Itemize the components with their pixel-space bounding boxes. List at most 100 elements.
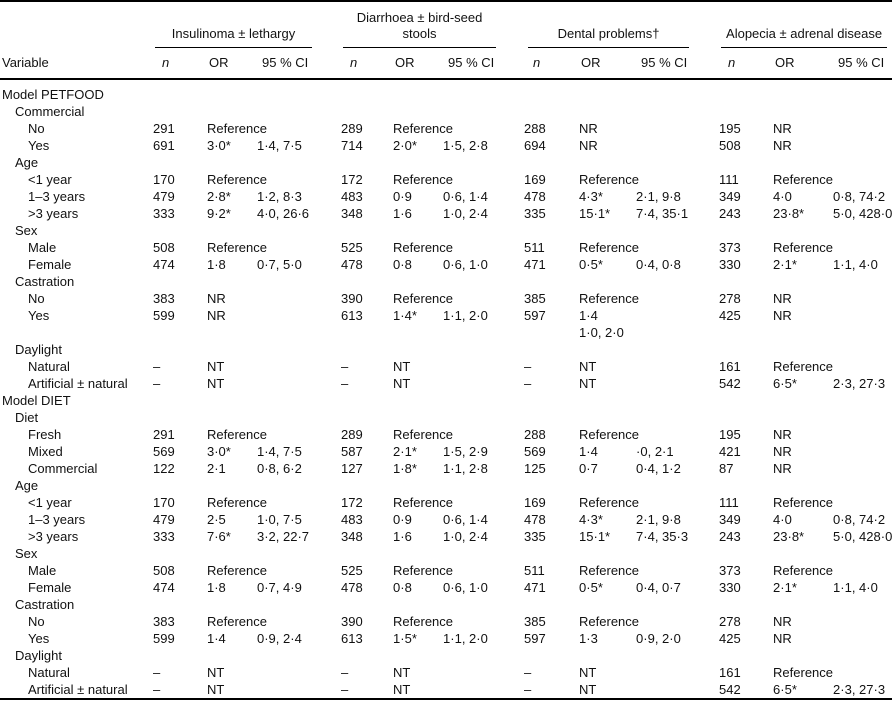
- cell-ci: [830, 103, 892, 120]
- cell-n: 195: [719, 121, 741, 136]
- cell-or: Reference: [393, 614, 454, 629]
- cell-n: 243: [719, 529, 741, 544]
- cell-ci: [830, 154, 892, 171]
- cell-or: Reference: [393, 563, 454, 578]
- cell-ci: [254, 375, 338, 392]
- cell-n: 330: [719, 580, 741, 595]
- cell-or: 0·8: [393, 257, 412, 272]
- cell-ci: [633, 613, 716, 630]
- cell-n: 421: [719, 444, 741, 459]
- cell-n: [150, 647, 204, 664]
- table-row: No 383 Reference 390 Reference 385 Reference 27…: [0, 613, 892, 630]
- cell-ci: 0·6, 1·4: [443, 189, 488, 204]
- cell-ci: [440, 375, 521, 392]
- cell-ci: [440, 154, 521, 171]
- cell-or: 4·0: [773, 189, 792, 204]
- cell-or: [770, 79, 830, 103]
- cell-n: [338, 222, 390, 239]
- row-label: Female: [28, 257, 72, 272]
- section-row: Castration: [0, 273, 892, 290]
- cell-n: 525: [341, 563, 363, 578]
- subheader-ci: 95 % CI: [254, 48, 339, 80]
- cell-ci: 1·4, 7·5: [257, 138, 302, 153]
- cell-or: 3·0*: [207, 138, 231, 153]
- cell-or: Reference: [579, 427, 640, 442]
- row-label: Sex: [15, 546, 38, 561]
- cell-n: –: [341, 359, 349, 374]
- cell-n: [716, 103, 770, 120]
- cell-or: Reference: [773, 240, 834, 255]
- cell-or: 0·9: [393, 189, 412, 204]
- cell-or: 3·0*: [207, 444, 231, 459]
- cell-ci: 7·4, 35·1: [636, 206, 689, 221]
- cell-n: 383: [153, 614, 175, 629]
- cell-ci: 1·0, 7·5: [257, 512, 302, 527]
- cell-or: [576, 596, 633, 613]
- row-label: Model PETFOOD: [2, 87, 104, 102]
- cell-ci: 0·9, 2·0: [636, 631, 681, 646]
- cell-ci: [254, 358, 338, 375]
- cell-ci: [254, 103, 338, 120]
- section-row: Model DIET: [0, 392, 892, 409]
- cell-ci: [440, 273, 521, 290]
- row-label: >3 years: [28, 529, 79, 544]
- cell-ci: [633, 290, 716, 307]
- cell-ci: [830, 477, 892, 494]
- subheader-or: OR: [770, 48, 831, 80]
- cell-ci: [254, 307, 338, 341]
- cell-n: [150, 154, 204, 171]
- cell-n: 111: [719, 495, 739, 510]
- cell-n: [338, 477, 390, 494]
- cell-or: [390, 545, 440, 562]
- cell-n: 511: [524, 563, 545, 578]
- cell-n: [716, 477, 770, 494]
- cell-n: 169: [524, 172, 546, 187]
- table-row: <1 year 170 Reference 172 Reference 169 Refere…: [0, 494, 892, 511]
- cell-ci: [633, 562, 716, 579]
- cell-or: 1·5*: [393, 631, 417, 646]
- cell-or: NT: [393, 359, 411, 374]
- table-row: No 383 NR 390 Reference 385 Reference 278 NR: [0, 290, 892, 307]
- section-row: Age: [0, 154, 892, 171]
- table-row: No 291 Reference 289 Reference 288 NR 195 NR: [0, 120, 892, 137]
- cell-or: NT: [579, 376, 597, 391]
- cell-ci: [830, 494, 892, 511]
- cell-n: 508: [153, 563, 175, 578]
- row-label: Natural: [28, 359, 70, 374]
- cell-or: Reference: [207, 614, 267, 629]
- cell-n: 425: [719, 631, 741, 646]
- cell-n: 471: [524, 257, 546, 272]
- cell-or: Reference: [773, 172, 834, 187]
- cell-n: 161: [719, 359, 741, 374]
- cell-or: Reference: [393, 121, 454, 136]
- section-row: Commercial: [0, 103, 892, 120]
- cell-or: [576, 103, 633, 120]
- cell-or: 23·8*: [773, 529, 805, 544]
- cell-ci: [254, 222, 338, 239]
- cell-or: [390, 273, 440, 290]
- cell-n: 694: [524, 138, 546, 153]
- cell-or: 1·6: [393, 529, 412, 544]
- cell-n: [338, 392, 390, 409]
- table-body: Model PETFOOD Commercial No 291 Reference 289…: [0, 79, 892, 699]
- cell-ci: [254, 290, 338, 307]
- cell-ci: [633, 154, 716, 171]
- cell-ci: [633, 664, 716, 681]
- cell-ci: 2·1, 9·8: [636, 189, 681, 204]
- cell-n: 479: [153, 512, 175, 527]
- cell-or: [204, 545, 254, 562]
- cell-n: 508: [153, 240, 175, 255]
- cell-ci: [830, 562, 892, 579]
- row-label: Age: [15, 478, 39, 493]
- cell-ci: [440, 392, 521, 409]
- group-label: Dental problems†: [557, 26, 660, 41]
- cell-n: 390: [341, 614, 363, 629]
- cell-n: [150, 477, 204, 494]
- row-label: 1–3 years: [28, 189, 86, 204]
- section-row: Model PETFOOD: [0, 79, 892, 103]
- cell-or: [576, 222, 633, 239]
- cell-or: 9·2*: [207, 206, 231, 221]
- table-row: Yes 599 1·4 0·9, 2·4 613 1·5* 1·1, 2·0 597 1·3 0·…: [0, 630, 892, 647]
